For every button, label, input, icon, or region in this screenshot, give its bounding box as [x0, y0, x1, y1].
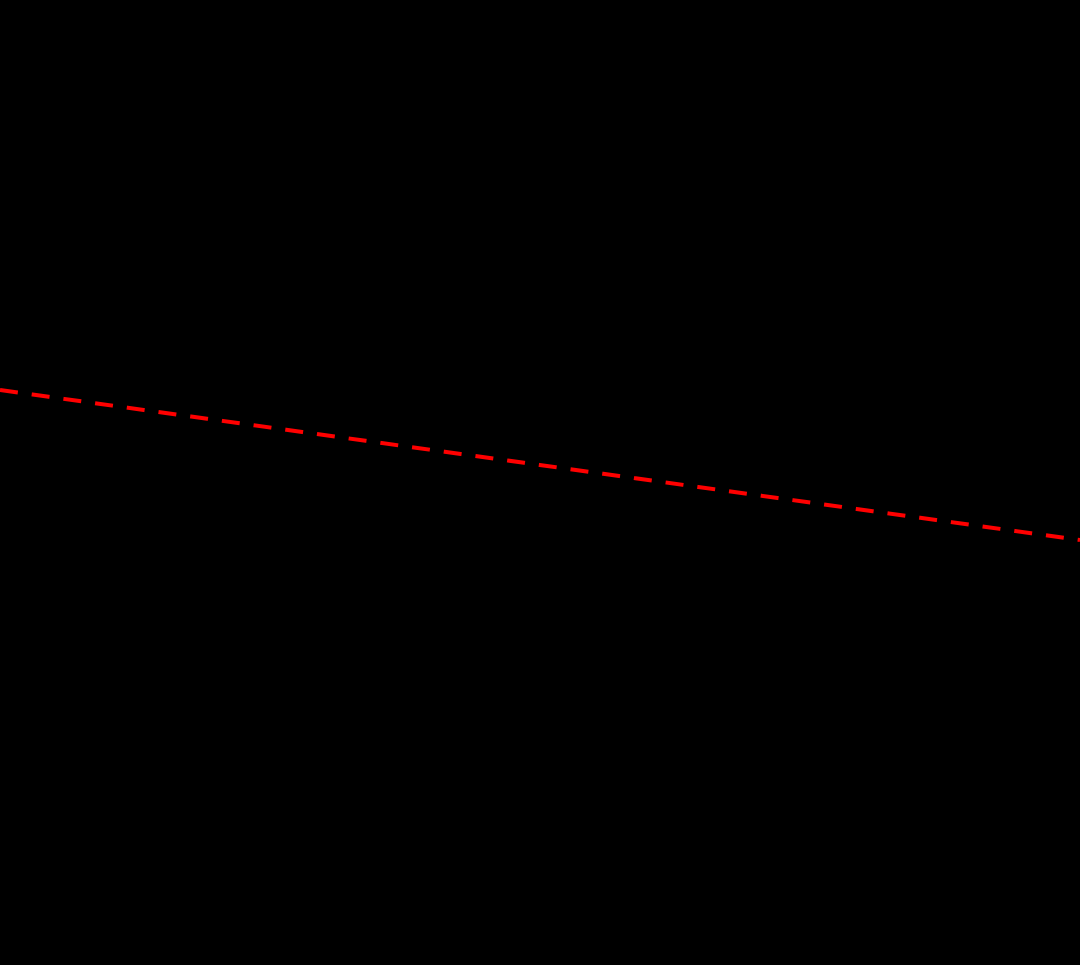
- chart-svg: [0, 0, 1080, 965]
- dashed-line: [0, 390, 1080, 540]
- chart-canvas: [0, 0, 1080, 965]
